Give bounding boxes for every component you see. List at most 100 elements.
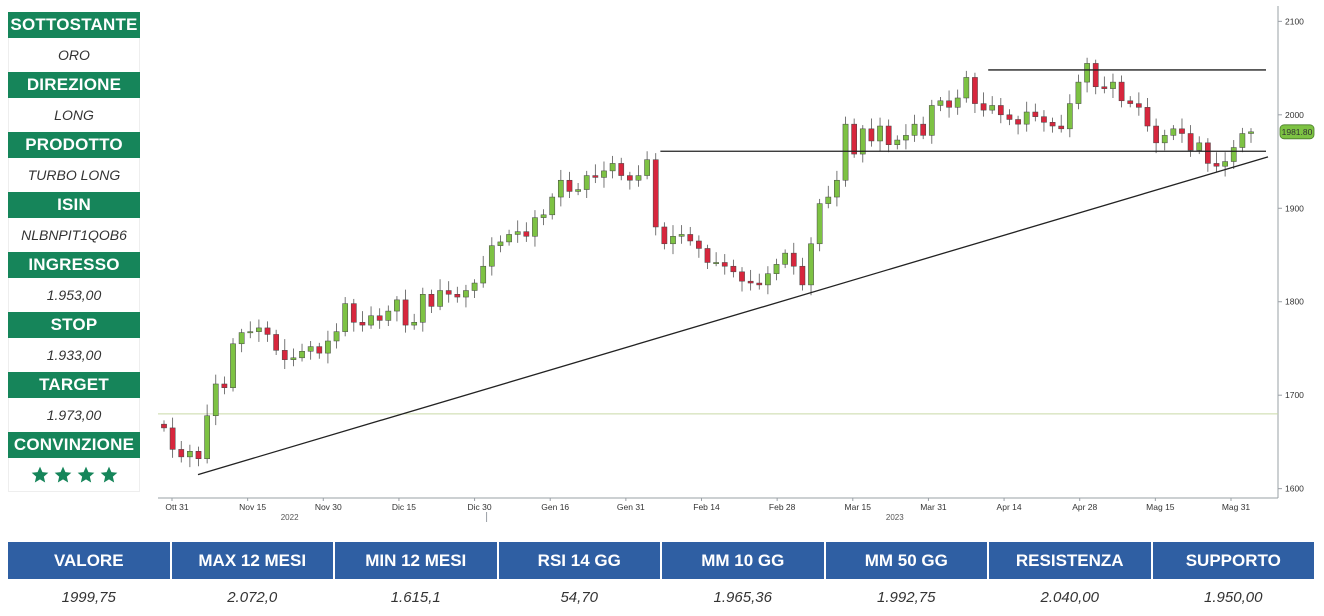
stat-header: MIN 12 MESI [335,542,497,579]
candle-body [920,123,927,136]
stat-value: 54,70 [560,589,599,606]
candle-body [316,346,323,354]
candle-body [1092,63,1099,88]
last-price-badge [1279,124,1315,140]
candle-body [488,245,495,267]
sidebar-value-ingresso: 1.953,00 [8,278,140,312]
candle-body [385,310,392,321]
candle-body [903,135,909,141]
stat-column: SUPPORTO 1.950,00 [1152,542,1314,616]
sidebar-label-prodotto: PRODOTTO [8,132,140,158]
candle-body [1075,81,1082,104]
candlestick-chart-svg: 1600 1700 1800 1900 2000 2100 Ott 31 Nov 15 Nov … [158,6,1315,522]
candle-body [549,196,556,216]
candle-body [954,97,961,108]
candle-body [859,128,866,155]
candle-body [247,331,254,334]
candle-body [1213,163,1220,167]
y-tick-label: 1800 [1285,297,1304,307]
candle-body [1196,142,1203,151]
star-icon [31,466,48,482]
candle-body [644,159,650,176]
candle-body [1161,135,1168,144]
candle-body [756,282,763,286]
candle-body [1144,107,1151,127]
y-tick-label: 2000 [1285,110,1304,120]
sidebar-value-target: 1.973,00 [8,398,140,432]
candle-body [471,282,478,291]
candle-body [575,189,581,192]
x-tick-label: Feb 14 [693,502,720,512]
stat-header: MAX 12 MESI [171,542,333,579]
candle-body [281,350,288,360]
candle-body [290,357,297,360]
candle-body [350,303,357,323]
stat-value: 1.965,36 [713,589,772,606]
candle-body [652,159,659,228]
stat-header: RESISTENZA [989,542,1151,579]
stat-value: 1.615,1 [390,589,441,606]
year-label: 2023 [886,513,904,522]
x-tick-label: Gen 31 [617,502,645,512]
candle-body [566,179,573,192]
candle-body [1110,81,1116,89]
candle-body [851,123,858,155]
candle-body [359,322,366,326]
candle-body [816,203,823,245]
candle-body [825,196,832,204]
candle-body [1015,119,1021,125]
candle-body [1187,133,1194,151]
candle-body [1205,142,1211,164]
sidebar-value-stop: 1.933,00 [8,338,140,372]
candle-body [928,105,935,136]
candle-body [670,236,676,245]
sidebar-value-isin: NLBNPIT1QOB6 [8,218,140,252]
candle-body [911,123,918,136]
y-tick-label: 1600 [1285,484,1304,494]
trend-line [197,156,1269,476]
stat-column: VALORE 1999,75 [8,542,170,616]
x-tick-label: Nov 30 [315,502,342,512]
stat-column: MIN 12 MESI 1.615,1 [335,542,497,616]
candle-body [678,234,685,237]
candle-body [790,252,797,267]
candle-body [972,77,978,104]
stat-value: 1999,75 [61,589,116,606]
x-tick-label: Feb 28 [769,502,796,512]
candle-body [1049,122,1056,127]
candle-body [1032,111,1039,117]
candle-body [894,139,901,145]
sidebar-label-stop: STOP [8,312,140,338]
candle-body [1248,131,1254,134]
candle-body [256,327,262,332]
x-tick-label: Mar 31 [920,502,947,512]
star-icon [77,466,94,482]
stat-value: 2.072,0 [227,589,278,606]
candle-body [696,240,702,249]
candle-body [834,179,840,198]
candle-body [627,175,633,181]
candle-body [609,163,616,172]
candle-body [523,231,530,237]
stat-column: MM 50 GG 1.992,75 [825,542,987,616]
sidebar-label-sottostante: SOTTOSTANTE [8,12,140,38]
candle-body [1230,147,1237,162]
stats-table: VALORE 1999,75 MAX 12 MESI 2.072,0 MIN 12 ME… [8,542,1314,616]
stat-header: MM 10 GG [662,542,824,579]
sidebar-value-direzione: LONG [8,98,140,132]
candle-body [221,383,228,388]
x-tick-label: Gen 16 [541,502,569,512]
candle-body [877,125,883,142]
candle-body [1041,116,1047,123]
last-price-label: 1981.80 [1282,127,1313,137]
candle-body [1066,103,1073,130]
x-tick-label: Nov 15 [239,502,266,512]
candle-body [989,105,996,111]
candle-body [1101,86,1108,89]
candle-body [169,427,176,450]
candle-body [394,299,400,312]
candle-body [161,423,167,429]
candle-body [730,265,737,273]
star-icon [100,466,117,482]
candle-body [195,451,202,459]
